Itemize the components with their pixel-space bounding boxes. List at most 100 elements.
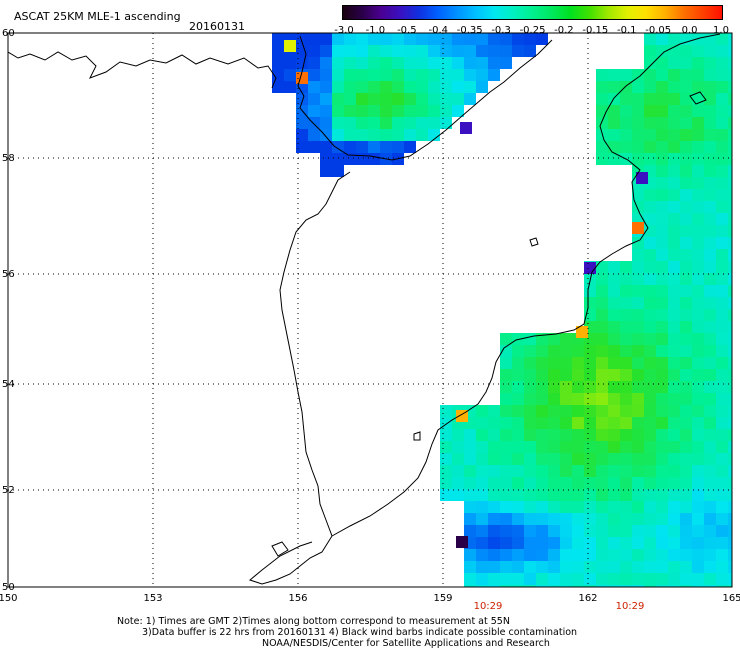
data-cell [728,177,732,189]
data-cell [692,321,704,333]
data-cell [668,429,680,441]
data-cell [440,453,452,465]
data-cell [656,81,668,93]
data-cell [656,273,668,285]
data-cell [596,69,608,81]
data-cell [320,33,332,45]
data-cell [620,405,632,417]
data-cell [692,129,704,141]
data-cell [560,465,572,477]
data-cell [668,213,680,225]
data-cell [584,525,596,537]
data-cell [716,153,728,165]
data-cell [596,585,608,587]
data-cell [392,93,404,105]
data-cell [548,453,560,465]
data-cell [456,536,468,548]
data-cell [704,537,716,549]
data-cell [536,441,548,453]
data-cell [608,333,620,345]
data-cell [656,333,668,345]
data-cell [680,309,692,321]
data-cell [656,237,668,249]
data-cell [728,321,732,333]
latitude-label: 52 [2,485,15,496]
data-cell [620,525,632,537]
data-cell [632,249,644,261]
data-cell [608,477,620,489]
data-cell [632,81,644,93]
data-cell [668,117,680,129]
data-cell [620,285,632,297]
data-cell [728,489,732,501]
data-cell [644,105,656,117]
data-cell [716,261,728,273]
data-cell [548,381,560,393]
data-cell [656,153,668,165]
data-cell [464,81,476,93]
data-cell [680,513,692,525]
data-cell [596,561,608,573]
data-cell [368,93,380,105]
data-cell [716,33,728,45]
colorbar-tick-label: -3.0 [334,25,354,36]
data-cell [704,429,716,441]
data-cell [596,405,608,417]
data-cell [668,81,680,93]
data-cell [488,501,500,513]
data-cell [716,453,728,465]
data-cell [728,501,732,513]
data-cell [440,429,452,441]
product-date: 20160131 [189,20,245,33]
data-cell [572,465,584,477]
data-cell [704,561,716,573]
data-cell [548,333,560,345]
data-cell [668,477,680,489]
data-cell [488,69,500,81]
data-cell [668,501,680,513]
data-cell [548,393,560,405]
data-cell [560,585,572,587]
data-cell [476,453,488,465]
data-cell [576,326,588,338]
data-cell [536,477,548,489]
data-cell [704,81,716,93]
data-cell [572,585,584,587]
data-cell [644,381,656,393]
data-cell [632,237,644,249]
data-cell [644,237,656,249]
data-cell [632,333,644,345]
data-cell [584,465,596,477]
data-cell [560,405,572,417]
data-cell [680,213,692,225]
data-cell [488,405,500,417]
data-cell [488,429,500,441]
data-cell [344,93,356,105]
data-cell [704,489,716,501]
data-cell [656,189,668,201]
data-cell [584,585,596,587]
data-cell [500,381,512,393]
data-cell [512,345,524,357]
data-cell [692,525,704,537]
data-cell [608,297,620,309]
data-cell [728,225,732,237]
data-cell [452,33,464,45]
data-cell [572,417,584,429]
data-cell [596,321,608,333]
data-cell [728,141,732,153]
data-cell [656,525,668,537]
data-cell [548,549,560,561]
data-cell [644,453,656,465]
data-cell [632,573,644,585]
data-cell [680,33,692,45]
data-cell [500,333,512,345]
data-cell [464,549,476,561]
colorbar-tick-label: -1.0 [365,25,386,36]
note-line-3: NOAA/NESDIS/Center for Satellite Applica… [262,638,550,649]
data-cell [584,417,596,429]
data-cell [680,201,692,213]
data-cell [572,393,584,405]
data-cell [560,429,572,441]
data-cell [560,393,572,405]
